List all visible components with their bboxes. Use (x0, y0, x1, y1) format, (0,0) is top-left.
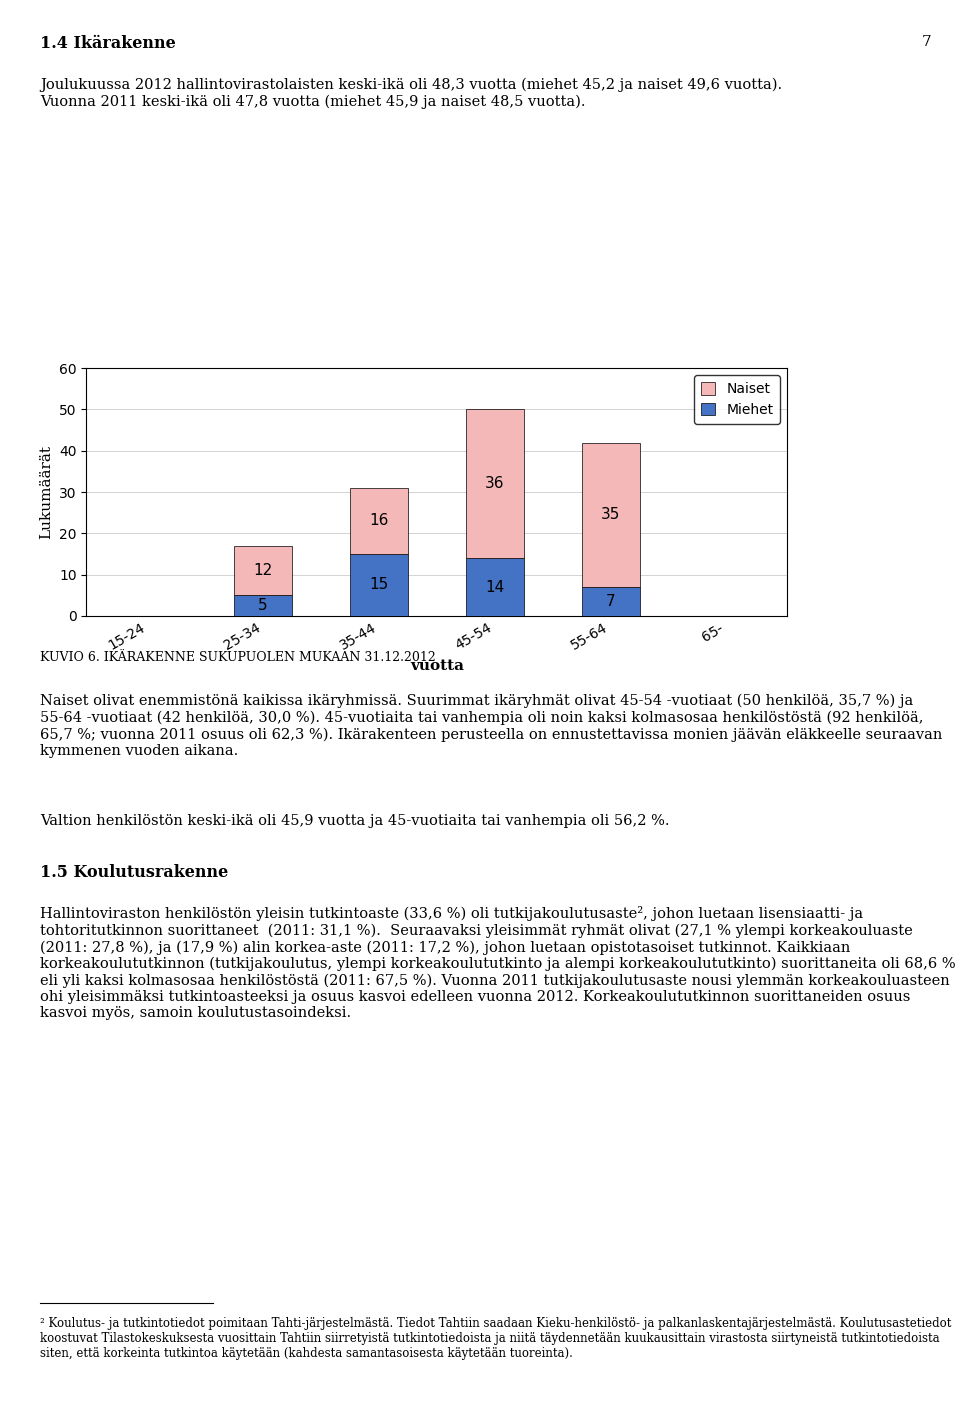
Text: 12: 12 (253, 564, 273, 578)
Text: ² Koulutus- ja tutkintotiedot poimitaan Tahti-järjestelmästä. Tiedot Tahtiin saa: ² Koulutus- ja tutkintotiedot poimitaan … (40, 1317, 951, 1359)
Text: Joulukuussa 2012 hallintovirastolaisten keski-ikä oli 48,3 vuotta (miehet 45,2 j: Joulukuussa 2012 hallintovirastolaisten … (40, 78, 782, 109)
Text: 36: 36 (485, 476, 504, 491)
Text: 7: 7 (922, 35, 931, 50)
Bar (582, 443, 639, 588)
Text: 35: 35 (601, 507, 620, 523)
Text: 7: 7 (606, 593, 615, 609)
Text: 14: 14 (485, 579, 504, 595)
Bar (350, 554, 408, 616)
Text: KUVIO 6. IKÄRAKENNE SUKUPUOLEN MUKAAN 31.12.2012: KUVIO 6. IKÄRAKENNE SUKUPUOLEN MUKAAN 31… (40, 651, 436, 664)
X-axis label: vuotta: vuotta (410, 658, 464, 673)
Text: 1.4 Ikärakenne: 1.4 Ikärakenne (40, 35, 176, 52)
Bar (350, 489, 408, 554)
Text: Naiset olivat enemmistönä kaikissa ikäryhmissä. Suurimmat ikäryhmät olivat 45-54: Naiset olivat enemmistönä kaikissa ikäry… (40, 694, 943, 758)
Bar (466, 409, 523, 558)
Text: 1.5 Koulutusrakenne: 1.5 Koulutusrakenne (40, 864, 228, 881)
Legend: Naiset, Miehet: Naiset, Miehet (694, 375, 780, 423)
Text: Hallintoviraston henkilöstön yleisin tutkintoaste (33,6 %) oli tutkijakoulutusas: Hallintoviraston henkilöstön yleisin tut… (40, 906, 956, 1021)
Y-axis label: Lukumäärät: Lukumäärät (39, 445, 54, 539)
Bar (466, 558, 523, 616)
Bar (582, 588, 639, 616)
Text: 15: 15 (370, 578, 389, 592)
Text: 16: 16 (370, 514, 389, 528)
Text: 5: 5 (258, 598, 268, 613)
Text: Valtion henkilöstön keski-ikä oli 45,9 vuotta ja 45-vuotiaita tai vanhempia oli : Valtion henkilöstön keski-ikä oli 45,9 v… (40, 814, 670, 828)
Bar (234, 545, 292, 595)
Bar (234, 595, 292, 616)
